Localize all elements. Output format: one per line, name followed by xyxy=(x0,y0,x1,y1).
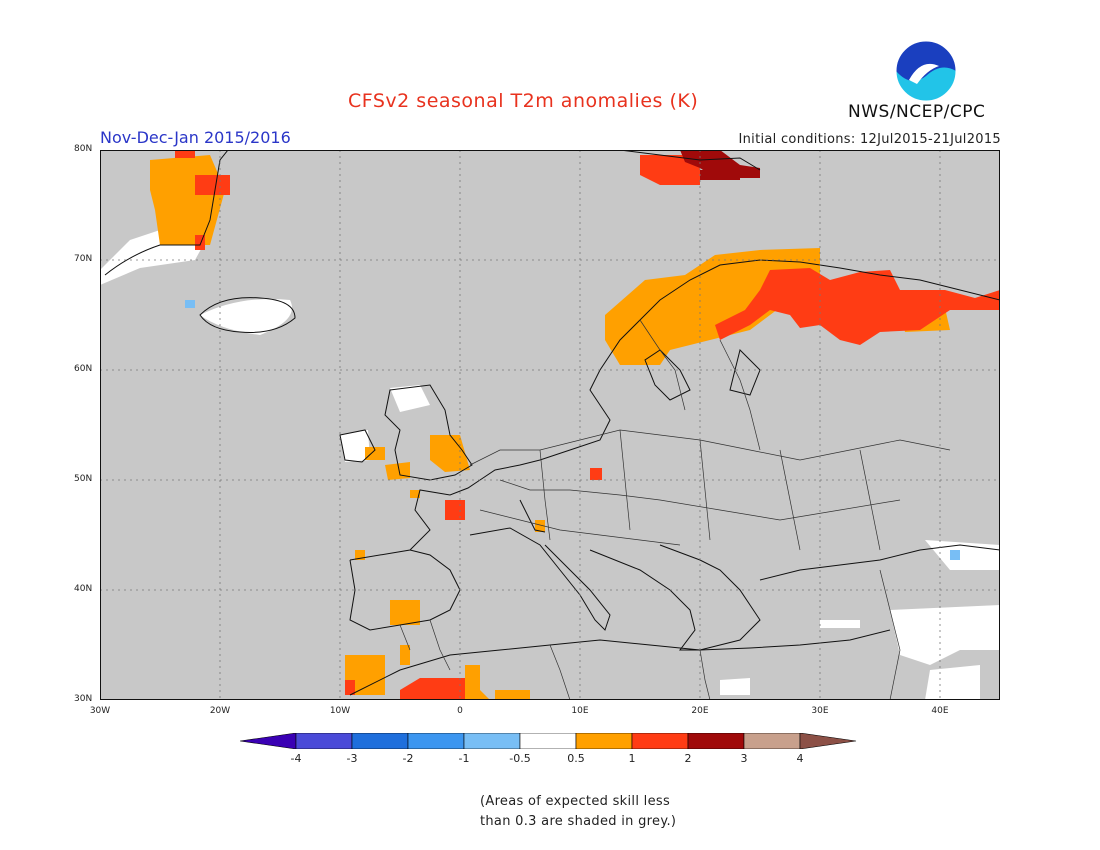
colorbar-swatch xyxy=(575,733,633,749)
colorbar-label: -2 xyxy=(402,752,414,765)
colorbar-label: -1 xyxy=(458,752,470,765)
lon-label: 30W xyxy=(89,706,111,716)
lon-label: 10E xyxy=(571,706,589,716)
colorbar-label: 2 xyxy=(684,752,692,765)
map-background xyxy=(100,150,1000,700)
colorbar-swatch xyxy=(631,733,689,749)
colorbar-swatch xyxy=(519,733,577,749)
colorbar-label: 0.5 xyxy=(567,752,585,765)
colorbar-swatch xyxy=(687,733,745,749)
lon-label: 10W xyxy=(329,706,351,716)
colorbar-label: -3 xyxy=(346,752,358,765)
forecast-period: Nov-Dec-Jan 2015/2016 xyxy=(100,128,291,147)
colorbar-label: -4 xyxy=(290,752,302,765)
colorbar-swatch xyxy=(295,733,353,749)
graticule xyxy=(100,150,1000,700)
colorbar-arrow-high xyxy=(799,733,857,749)
lon-label: 20E xyxy=(691,706,709,716)
lat-label: 60N xyxy=(74,364,93,374)
skill-note: (Areas of expected skill less than 0.3 a… xyxy=(480,792,676,832)
colorbar xyxy=(240,733,857,749)
colorbar-swatch xyxy=(407,733,465,749)
chart-title: CFSv2 seasonal T2m anomalies (K) xyxy=(348,90,699,112)
noaa-logo xyxy=(895,40,957,102)
lon-label: 20W xyxy=(209,706,231,716)
colorbar-swatch xyxy=(463,733,521,749)
blue-anomaly-cells xyxy=(185,300,960,560)
lat-label: 50N xyxy=(74,474,93,484)
anomaly-map xyxy=(100,150,1000,700)
lat-label: 80N xyxy=(74,144,93,154)
organization-label: NWS/NCEP/CPC xyxy=(848,102,986,122)
colorbar-label: 3 xyxy=(740,752,748,765)
colorbar-label: -0.5 xyxy=(509,752,531,765)
skill-note-line: than 0.3 are shaded in grey.) xyxy=(480,814,677,829)
lat-label: 70N xyxy=(74,254,93,264)
coastlines xyxy=(104,150,1000,696)
lon-label: 40E xyxy=(931,706,949,716)
lon-label: 0 xyxy=(457,706,463,716)
initial-conditions: Initial conditions: 12Jul2015-21Jul2015 xyxy=(738,132,1001,147)
skill-note-line: (Areas of expected skill less xyxy=(480,794,671,809)
red-anomaly-cells xyxy=(175,150,1000,700)
colorbar-label: 1 xyxy=(628,752,636,765)
country-borders xyxy=(399,319,951,700)
colorbar-swatch xyxy=(351,733,409,749)
colorbar-label: 4 xyxy=(796,752,804,765)
lat-label: 40N xyxy=(74,584,93,594)
lon-label: 30E xyxy=(811,706,829,716)
lat-label: 30N xyxy=(74,694,93,704)
colorbar-swatch xyxy=(743,733,801,749)
colorbar-arrow-low xyxy=(240,733,297,749)
